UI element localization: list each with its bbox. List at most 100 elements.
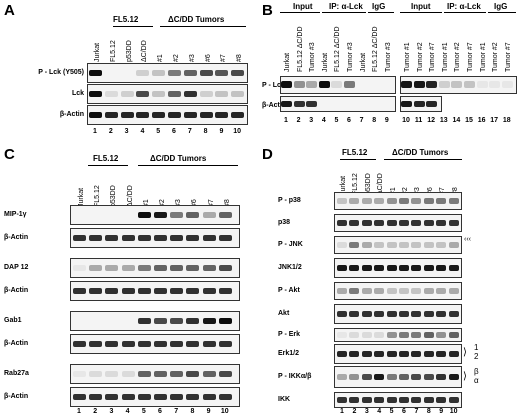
blot-band <box>170 394 184 400</box>
lane-label: Tumor #3 <box>309 42 317 72</box>
blot-band <box>121 341 135 347</box>
blot-band <box>73 235 86 241</box>
blot-band <box>73 212 86 218</box>
blot-band <box>374 220 385 226</box>
blot-band <box>423 198 434 204</box>
blot-band <box>89 394 103 400</box>
blot-band <box>448 332 459 338</box>
blot-band <box>411 265 422 271</box>
panel-b-blot-right-plck <box>400 76 517 94</box>
blot-band <box>152 91 166 97</box>
lane-number: 10 <box>402 117 410 124</box>
blot-band <box>413 101 425 107</box>
blot-band <box>436 265 447 271</box>
lane-label: Tumor #1 <box>441 42 449 72</box>
blot-strip <box>334 236 462 254</box>
blot-strip <box>334 258 462 278</box>
lane-label: FL5.12 ΔC/DD <box>334 26 342 72</box>
panel-a-group-line-fl512 <box>113 26 153 27</box>
panel-a-row-label: Lck <box>71 90 84 97</box>
blot-band <box>186 341 200 347</box>
panel-a-label: A <box>4 2 15 19</box>
blot-band <box>386 265 397 271</box>
blot-band <box>337 311 347 317</box>
lane-label: Tumor #3 <box>384 42 392 72</box>
panel-b-header-igg: IgG <box>372 2 386 11</box>
blot-band <box>386 374 397 380</box>
blot-band <box>399 351 409 357</box>
blot-band <box>337 288 347 294</box>
blot-band <box>448 351 459 357</box>
lane-label: #6 <box>204 54 212 62</box>
blot-band <box>186 235 200 241</box>
blot-band <box>361 397 372 403</box>
lane-label: ΔC/DD <box>141 40 149 62</box>
blot-band <box>411 242 422 248</box>
blot-band <box>186 212 200 218</box>
blot-band <box>89 91 102 97</box>
blot-band <box>349 198 360 204</box>
row-label: IKK <box>278 396 291 403</box>
blot-band <box>386 242 397 248</box>
blot-band <box>218 394 232 400</box>
blot-band <box>361 242 372 248</box>
blot-band <box>361 374 372 380</box>
blot-band <box>448 288 459 294</box>
blot-band <box>386 332 397 338</box>
blot-band <box>120 112 134 118</box>
lane-number: 4 <box>125 408 130 415</box>
lane-number: 12 <box>427 117 436 124</box>
blot-band <box>183 91 197 97</box>
blot-band <box>306 101 318 107</box>
blot-band <box>374 397 385 403</box>
blot-band <box>154 318 167 324</box>
panel-d-group-fl512: FL5.12 <box>342 148 368 157</box>
blot-band <box>411 220 422 226</box>
lane-label: Jurkat <box>284 52 291 72</box>
lane-label: Tumor #7 <box>504 42 512 72</box>
blot-band <box>105 341 119 347</box>
blot-band <box>89 265 103 271</box>
blot-band <box>183 70 197 76</box>
blot-band <box>73 288 86 294</box>
blot-strip <box>334 366 462 388</box>
blot-band <box>89 70 102 76</box>
blot-band <box>89 212 102 218</box>
blot-band <box>411 311 422 317</box>
lane-number: 15 <box>465 117 473 124</box>
blot-band <box>137 235 151 241</box>
blot-band <box>170 288 184 294</box>
row-label: Gab1 <box>4 317 22 324</box>
blot-band <box>361 311 372 317</box>
blot-band <box>154 235 167 241</box>
lane-number: 9 <box>384 117 389 124</box>
blot-band <box>426 101 438 107</box>
panel-b-header-input-2: Input <box>411 2 431 11</box>
panel-b-row-label: P - Lck (Y505) <box>262 82 308 89</box>
lane-label: Tumor #2 <box>416 42 424 72</box>
blot-band <box>337 332 347 338</box>
row-label: p38 <box>278 219 291 226</box>
lane-label: FL5.12 ΔC/DD <box>296 26 304 72</box>
blot-band <box>361 198 372 204</box>
lane-label: Jurkat <box>94 42 101 62</box>
panel-d-group-line-tumors <box>384 159 462 160</box>
blot-band <box>337 351 347 357</box>
blot-band <box>218 265 232 271</box>
blot-band <box>369 81 380 88</box>
blot-band <box>152 70 166 76</box>
lane-label: Jurkat <box>359 52 367 72</box>
blot-band <box>231 70 245 76</box>
lane-label: FL5.12 <box>109 40 117 62</box>
panel-b-blot-left-actin <box>280 96 396 112</box>
blot-band <box>361 351 372 357</box>
panel-d-group-tumors: ΔC/DD Tumors <box>392 148 449 157</box>
blot-band <box>349 332 360 338</box>
blot-band <box>218 212 232 218</box>
row-label: β-Actin <box>4 287 29 294</box>
panel-a-blot-plck <box>87 63 248 83</box>
blot-band <box>374 311 385 317</box>
blot-band <box>105 235 119 241</box>
blot-band <box>386 351 397 357</box>
blot-band <box>154 371 167 377</box>
